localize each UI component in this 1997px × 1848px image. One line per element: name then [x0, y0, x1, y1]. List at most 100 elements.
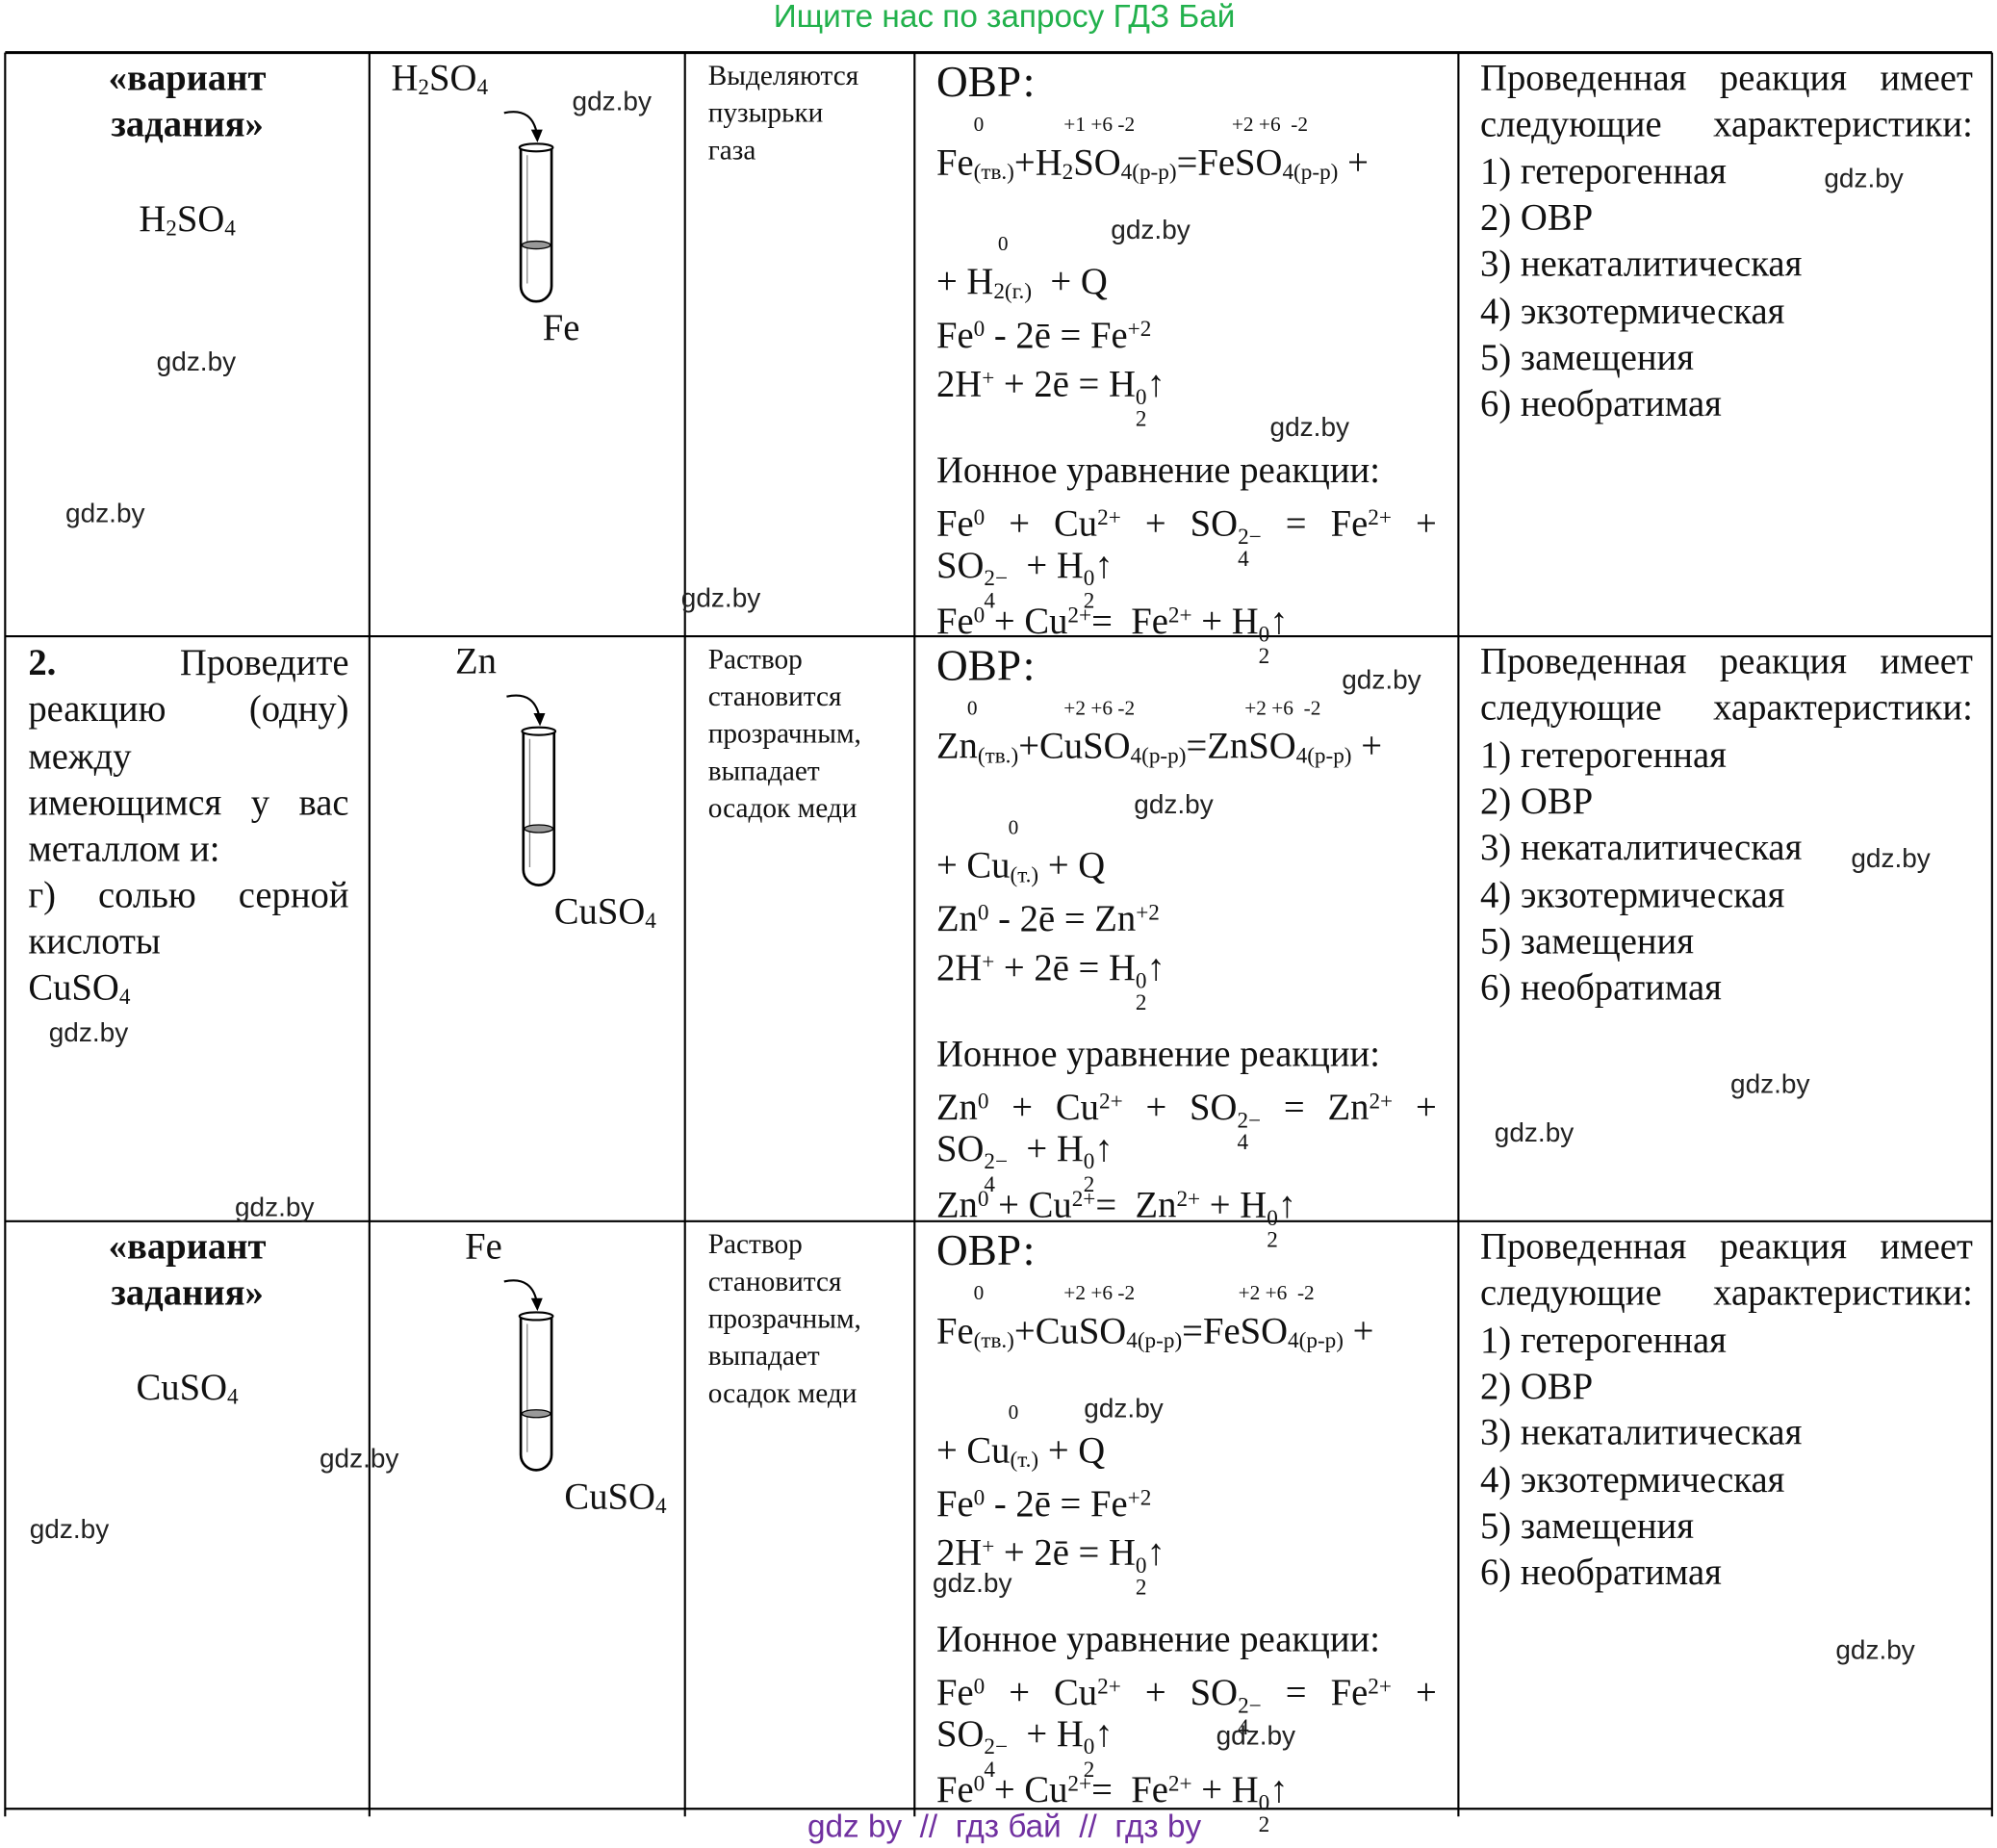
oxidation-states: 0: [978, 232, 1029, 259]
text: +2 +6 -2: [1244, 697, 1321, 720]
tube-rim: [521, 726, 557, 736]
test-tube: [519, 147, 553, 303]
text: 4: [654, 1492, 667, 1519]
characteristic: 1) гетерогенная: [1480, 732, 1727, 781]
text: становится: [707, 679, 842, 712]
text: ↑: [1094, 545, 1114, 587]
text: 4: [1237, 1129, 1249, 1155]
ionic-equation: Zn0 + Cu2+ + SO 2− 4 = Zn2+ +: [936, 1078, 1437, 1153]
text: 0: [1083, 1148, 1095, 1174]
watermark: gdz.by: [1814, 842, 1968, 877]
text: 4) экзотермическая: [1480, 1459, 1785, 1501]
text: 4: [118, 983, 131, 1010]
task-text: металлом и:: [28, 826, 219, 874]
text: +2: [1136, 899, 1160, 926]
text: 1) гетерогенная: [1480, 734, 1727, 777]
text: 2) ОВР: [1480, 781, 1594, 823]
reaction: Fe(тв.)+H2SO4(р-р)=FeSO4(р-р) +: [936, 140, 1369, 188]
text: между: [28, 735, 132, 778]
text: выпадает: [707, 754, 820, 786]
text: + Q: [1038, 1430, 1106, 1472]
ionic-equation: Fe0 + Cu2+= Fe2+ + H 0 2 ↑: [936, 1760, 1289, 1835]
text: + Cu: [985, 1672, 1098, 1714]
text: H: [391, 58, 419, 99]
task-text: имеющимся у вас: [28, 780, 348, 828]
text: 4: [476, 73, 489, 100]
watermark: gdz.by: [1179, 1719, 1333, 1754]
text: 2+: [1098, 1088, 1123, 1115]
text: +2 +6 -2: [1238, 1282, 1315, 1304]
half-reaction: Fe0 - 2ē = Fe+2: [936, 305, 1151, 357]
text: 2: [1083, 586, 1095, 613]
text: ↑: [1094, 1129, 1114, 1170]
text: +: [1343, 1311, 1374, 1352]
text: 4) экзотермическая: [1480, 874, 1785, 916]
text: gdz.by: [680, 583, 761, 614]
test-tube: [522, 731, 556, 886]
text: 2) ОВР: [1480, 1366, 1594, 1408]
text: 0: [977, 899, 989, 926]
characteristic: 3) некаталитическая: [1480, 242, 1802, 290]
reagent: CuSO4: [554, 889, 656, 937]
oxidation-states: 0: [909, 696, 1037, 723]
characteristic: 1) гетерогенная: [1480, 148, 1727, 196]
watermark: gdz.by: [535, 85, 689, 119]
characteristic: 6) необратимая: [1480, 1550, 1722, 1598]
oxidation-states: 0: [987, 815, 1038, 842]
observation: Раствор: [708, 641, 803, 678]
text: Zn: [454, 641, 497, 683]
text: ↑: [1277, 1185, 1297, 1226]
task-formula: H2SO4: [14, 196, 361, 244]
text: gdz.by: [1824, 165, 1904, 194]
text: 2: [1083, 1170, 1095, 1197]
text: 2−: [1238, 523, 1262, 550]
text: 5) замещения: [1480, 920, 1695, 962]
text: CuSO: [28, 967, 119, 1009]
text: +2 +6 -2: [1231, 114, 1309, 136]
task-text: Проведите: [28, 640, 349, 688]
reaction: + Cu(т.) + Q: [936, 843, 1105, 891]
text: gdz.by: [1084, 1395, 1164, 1424]
text: 0: [966, 697, 978, 720]
characteristic: 5) замещения: [1480, 1503, 1694, 1552]
text: SO: [935, 1129, 985, 1170]
text: = Fe: [1261, 1672, 1369, 1714]
characteristic: следующие характеристики:: [1480, 1270, 1973, 1319]
text: +: [1391, 1672, 1437, 1714]
oxidation-states: +2 +6 -2: [1212, 1281, 1340, 1308]
task-text: между: [28, 733, 131, 782]
text: + Cu: [935, 1430, 1011, 1472]
observation: становится: [708, 679, 842, 715]
text: - 2ē = Fe: [985, 1483, 1128, 1526]
text: 2+: [1176, 1185, 1201, 1212]
text: 0: [973, 1770, 986, 1797]
text: + SO: [1120, 1672, 1239, 1714]
text: 2: [1135, 989, 1147, 1015]
watermark: gdz.by: [28, 497, 182, 531]
text: + Q: [1032, 262, 1108, 303]
text: + H: [935, 262, 994, 303]
text: 0: [1267, 1204, 1278, 1231]
task-text: реакцию (одну): [28, 687, 348, 735]
oxidation-states: +2 +6 -2: [1036, 1281, 1164, 1308]
stacked-index: 2− 4: [984, 1150, 1008, 1195]
text: выпадает: [707, 1339, 820, 1372]
text: Раствор: [707, 642, 803, 675]
text: = Fe: [1261, 503, 1369, 546]
text: gdz.by: [319, 1445, 399, 1475]
text: +: [1351, 726, 1383, 768]
task-heading: «вариант: [14, 55, 361, 103]
text: «вариант: [108, 1226, 267, 1268]
text: +2: [1127, 1484, 1152, 1510]
text: 4(р-р): [1120, 158, 1177, 185]
text: 4: [224, 215, 236, 242]
text: 2H: [935, 364, 983, 405]
reaction: + Cu(т.) + Q: [936, 1428, 1105, 1476]
text: +2 +6 -2: [1063, 697, 1136, 720]
task-formula: CuSO4: [14, 1365, 361, 1413]
text: SO: [935, 1713, 985, 1756]
